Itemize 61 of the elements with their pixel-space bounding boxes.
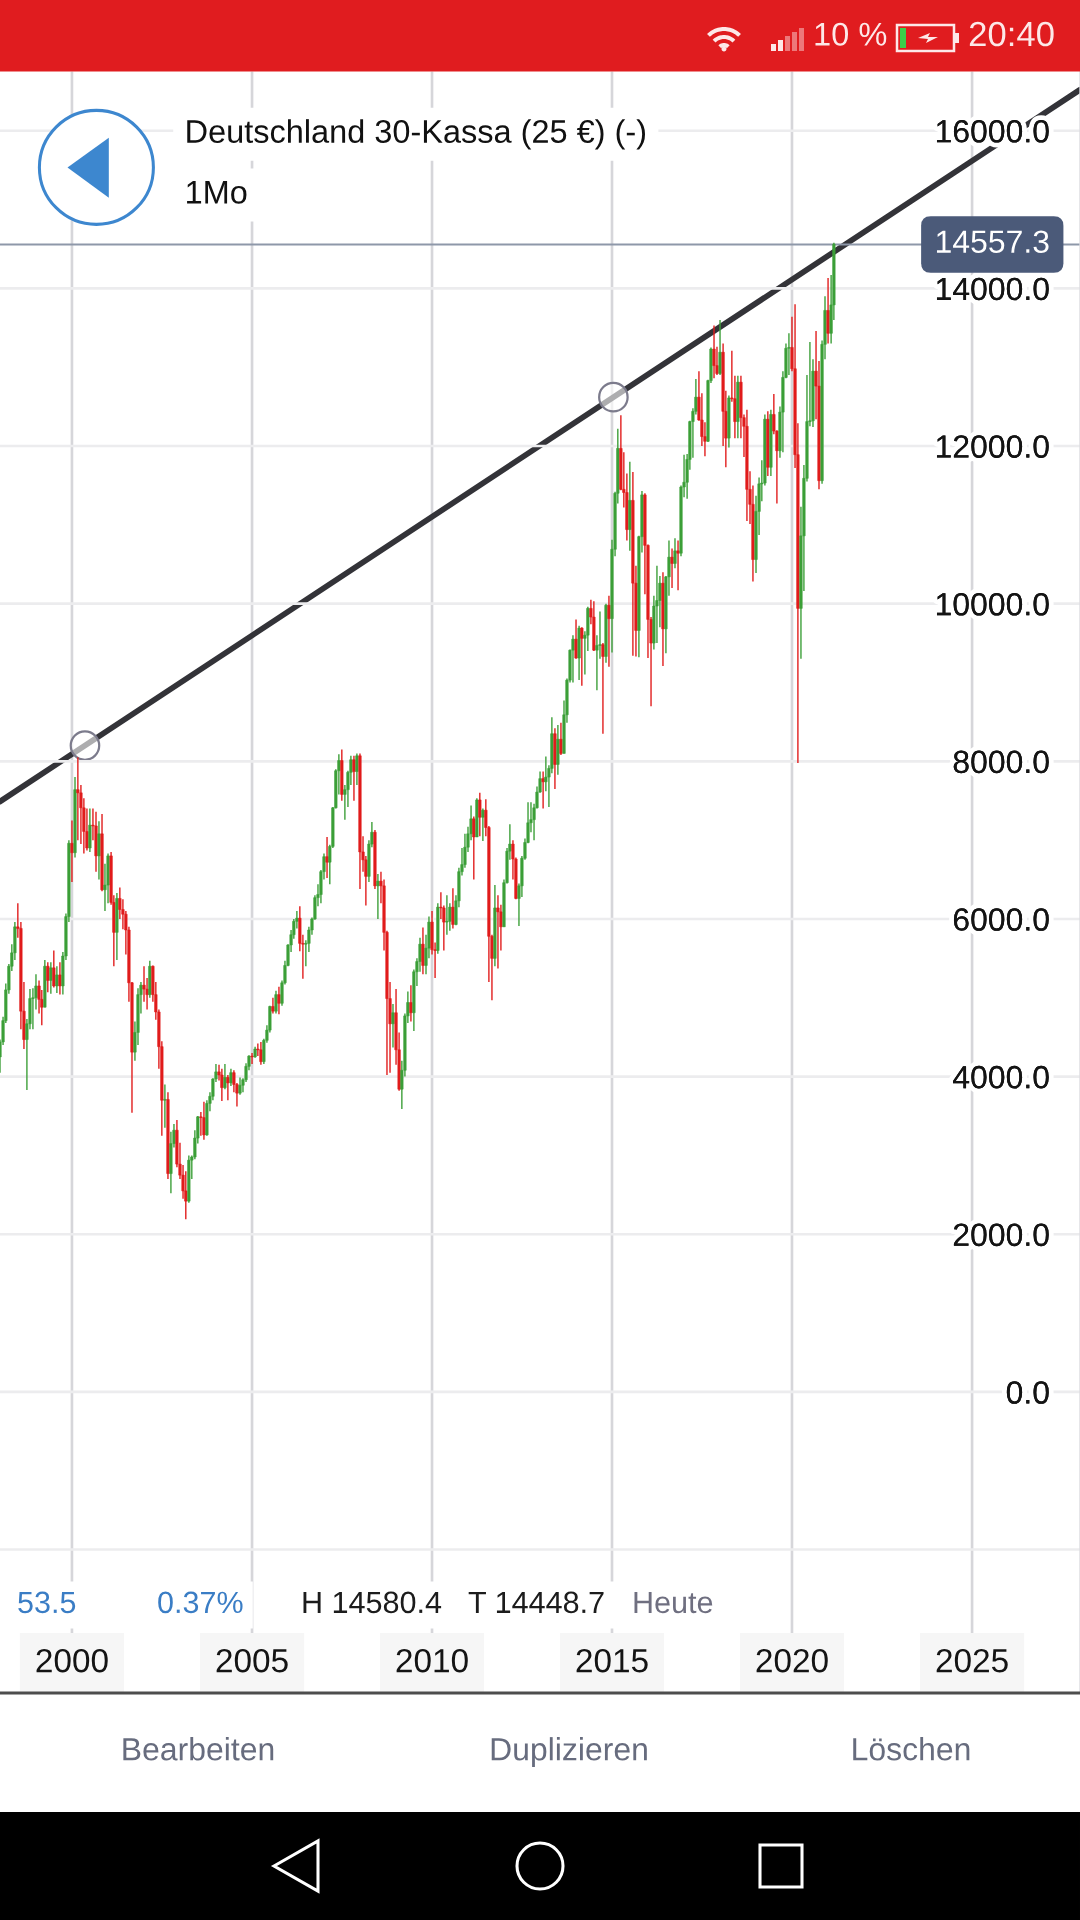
x-tick-label: 2005 bbox=[216, 1648, 288, 1673]
y-tick-label: 12000.0 bbox=[936, 435, 1049, 458]
candlestick bbox=[250, 1052, 254, 1065]
candlestick bbox=[451, 887, 455, 930]
candlestick bbox=[88, 807, 92, 853]
candlestick bbox=[601, 642, 605, 735]
candlestick bbox=[97, 820, 101, 881]
candlestick bbox=[352, 755, 356, 802]
candlestick bbox=[76, 756, 80, 841]
text: 10 % bbox=[815, 22, 887, 46]
text: Bearbeiten bbox=[123, 1737, 274, 1761]
y-tick-label: 8000.0 bbox=[953, 750, 1049, 774]
y-tick-label: 6000.0 bbox=[953, 908, 1049, 931]
x-tick-label: 2000 bbox=[36, 1648, 108, 1673]
candlestick bbox=[673, 537, 677, 569]
candlestick bbox=[259, 1041, 263, 1066]
candlestick bbox=[376, 873, 380, 920]
annotation: 53.5 bbox=[18, 1591, 76, 1614]
annotation: 0.37% bbox=[158, 1591, 243, 1614]
text: Deutschland 30-Kassa (25 €) (-) bbox=[187, 119, 646, 150]
text: Löschen bbox=[853, 1737, 970, 1761]
candlestick bbox=[271, 997, 275, 1015]
candlestick bbox=[496, 894, 500, 970]
candlestick bbox=[445, 894, 449, 936]
candlestick bbox=[712, 324, 716, 379]
candlestick bbox=[223, 1063, 227, 1090]
y-tick-label: 10000.0 bbox=[936, 592, 1049, 616]
x-tick-label: 2015 bbox=[576, 1648, 648, 1673]
candlestick bbox=[220, 1068, 224, 1102]
text: Duplizieren bbox=[491, 1737, 647, 1767]
candlestick bbox=[472, 815, 476, 881]
y-tick-label: 2000.0 bbox=[953, 1223, 1049, 1247]
candlestick bbox=[274, 989, 278, 1015]
candlestick bbox=[670, 547, 674, 589]
text: 20:40 bbox=[969, 21, 1054, 47]
candlestick bbox=[70, 819, 74, 883]
y-tick-label: 14000.0 bbox=[936, 277, 1049, 301]
annotation: Heute bbox=[634, 1591, 713, 1614]
candlestick bbox=[52, 949, 56, 989]
candlestick bbox=[391, 1003, 395, 1049]
annotation: H 14580.4 bbox=[303, 1591, 442, 1614]
candlestick bbox=[163, 1083, 167, 1129]
x-tick-label: 2010 bbox=[396, 1648, 468, 1673]
candlestick bbox=[55, 965, 59, 994]
annotation: T 14448.7 bbox=[468, 1591, 604, 1614]
ref-line-label: 14557.3 bbox=[936, 230, 1049, 254]
x-tick-label: 2020 bbox=[756, 1648, 828, 1673]
candlestick bbox=[574, 618, 578, 660]
candlestick bbox=[559, 721, 563, 756]
x-tick-label: 2025 bbox=[936, 1648, 1008, 1673]
candlestick bbox=[571, 634, 575, 684]
candlestick bbox=[787, 332, 791, 376]
y-tick-label: 4000.0 bbox=[953, 1065, 1049, 1089]
candlestick bbox=[226, 1074, 230, 1101]
text: 1Mo bbox=[187, 181, 247, 204]
candlestick bbox=[481, 807, 485, 842]
candlestick bbox=[826, 277, 830, 345]
candlestick bbox=[355, 752, 359, 786]
y-tick-label: 0.0 bbox=[1006, 1381, 1049, 1404]
candlestick bbox=[421, 926, 425, 975]
y-tick-label: 16000.0 bbox=[936, 119, 1049, 143]
